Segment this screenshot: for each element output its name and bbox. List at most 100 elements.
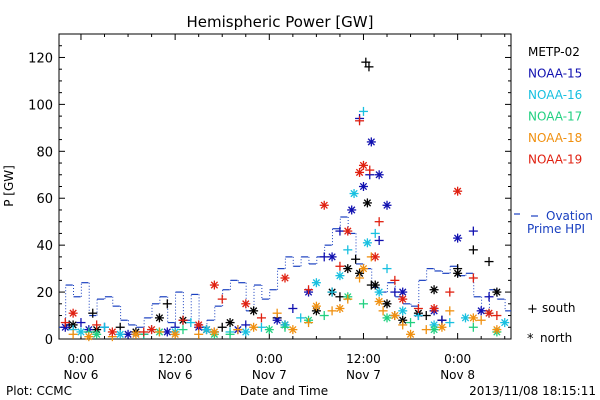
north-marker-stroke <box>312 302 321 310</box>
y-axis: 0 20 40 60 80 100 120 <box>28 45 511 348</box>
south-point <box>370 228 380 238</box>
south-point <box>178 315 188 325</box>
north-point <box>484 308 494 318</box>
north-marker-label: north <box>540 331 572 345</box>
north-point <box>492 325 502 335</box>
north-point <box>374 287 384 297</box>
south-point <box>421 325 431 335</box>
north-point <box>429 285 439 295</box>
north-marker-stroke <box>312 279 321 287</box>
south-point <box>76 318 86 328</box>
north-marker-stroke <box>430 304 438 313</box>
south-point <box>256 313 266 323</box>
south-point <box>100 322 110 332</box>
x-tick-date-label: Nov 6 <box>64 368 99 382</box>
south-point <box>319 311 329 321</box>
north-point <box>374 170 384 180</box>
footer-timestamp: 2013/11/08 18:15:11 <box>469 384 596 398</box>
north-point <box>343 226 353 236</box>
north-point <box>194 320 204 330</box>
south-point <box>468 273 478 283</box>
plot-area <box>58 33 512 340</box>
north-point <box>366 137 376 147</box>
x-tick-date-label: Nov 8 <box>440 368 475 382</box>
north-marker-symbol: * <box>527 332 534 347</box>
south-point <box>139 327 149 337</box>
south-point <box>343 294 353 304</box>
south-point <box>398 320 408 330</box>
south-point <box>335 226 345 236</box>
south-point <box>421 311 431 321</box>
north-marker-stroke <box>371 281 379 289</box>
south-point <box>178 325 188 335</box>
north-point <box>382 200 392 210</box>
north-marker-stroke <box>85 332 93 341</box>
north-point <box>349 189 359 199</box>
north-point <box>241 327 251 337</box>
north-marker-stroke <box>383 201 391 209</box>
north-marker-stroke <box>320 201 328 209</box>
y-tick-label: 20 <box>36 286 53 301</box>
north-marker-stroke <box>108 328 117 336</box>
series-metp-02 <box>64 57 502 337</box>
south-point <box>327 306 337 316</box>
north-marker-stroke <box>371 253 379 261</box>
north-marker-stroke <box>430 325 438 334</box>
north-marker-stroke <box>375 297 383 306</box>
north-point <box>280 273 290 283</box>
y-tick-label: 120 <box>28 51 53 66</box>
south-point <box>343 245 353 255</box>
data-points <box>60 57 510 342</box>
north-point <box>76 327 86 337</box>
north-marker-stroke <box>453 269 462 277</box>
north-point <box>311 301 321 311</box>
north-marker-stroke <box>202 325 211 334</box>
north-marker-stroke <box>147 325 156 334</box>
north-marker-stroke <box>453 234 462 242</box>
south-point <box>468 226 478 236</box>
south-point <box>374 235 384 245</box>
south-point <box>154 327 164 337</box>
north-marker-stroke <box>493 325 501 334</box>
ovation-legend-label-1: Ovation <box>546 209 593 223</box>
north-point <box>249 306 259 316</box>
north-marker-stroke <box>171 330 179 338</box>
north-marker-stroke <box>375 171 383 179</box>
north-marker-stroke <box>249 323 258 331</box>
north-point <box>362 238 372 248</box>
south-point <box>233 325 243 335</box>
chart-title: Hemispheric Power [GW] <box>187 13 374 31</box>
north-marker-stroke <box>477 307 485 315</box>
north-marker-stroke <box>249 307 258 315</box>
south-point <box>413 304 423 313</box>
north-point <box>453 233 463 243</box>
north-point <box>370 280 380 290</box>
legend-entry-noaa-16: NOAA-16 <box>528 88 582 102</box>
legend: METP-02 NOAA-15 NOAA-16 NOAA-17 NOAA-18 NOAA-… <box>528 45 582 167</box>
series-noaa-15 <box>60 113 494 339</box>
north-marker-stroke <box>328 253 336 261</box>
north-point <box>429 325 439 335</box>
north-point <box>123 329 133 339</box>
south-point <box>358 299 368 309</box>
north-marker-stroke <box>132 330 140 338</box>
north-marker-stroke <box>359 264 368 273</box>
south-point <box>355 273 365 283</box>
series-noaa-16 <box>68 106 510 339</box>
north-marker-stroke <box>391 311 399 320</box>
north-point <box>453 268 463 278</box>
y-tick-label: 0 <box>45 333 53 348</box>
north-point <box>355 167 365 177</box>
north-point <box>335 304 345 313</box>
north-point <box>460 313 470 323</box>
north-point <box>241 299 251 309</box>
north-point <box>162 327 172 337</box>
north-marker-stroke <box>469 314 477 322</box>
north-point <box>68 308 78 318</box>
north-marker-stroke <box>336 304 344 313</box>
south-marker-label: south <box>542 301 576 315</box>
legend-entry-noaa-17: NOAA-17 <box>528 110 582 124</box>
legend-entry-noaa-15: NOAA-15 <box>528 67 582 81</box>
south-point <box>335 261 345 271</box>
north-marker-stroke <box>336 271 344 280</box>
